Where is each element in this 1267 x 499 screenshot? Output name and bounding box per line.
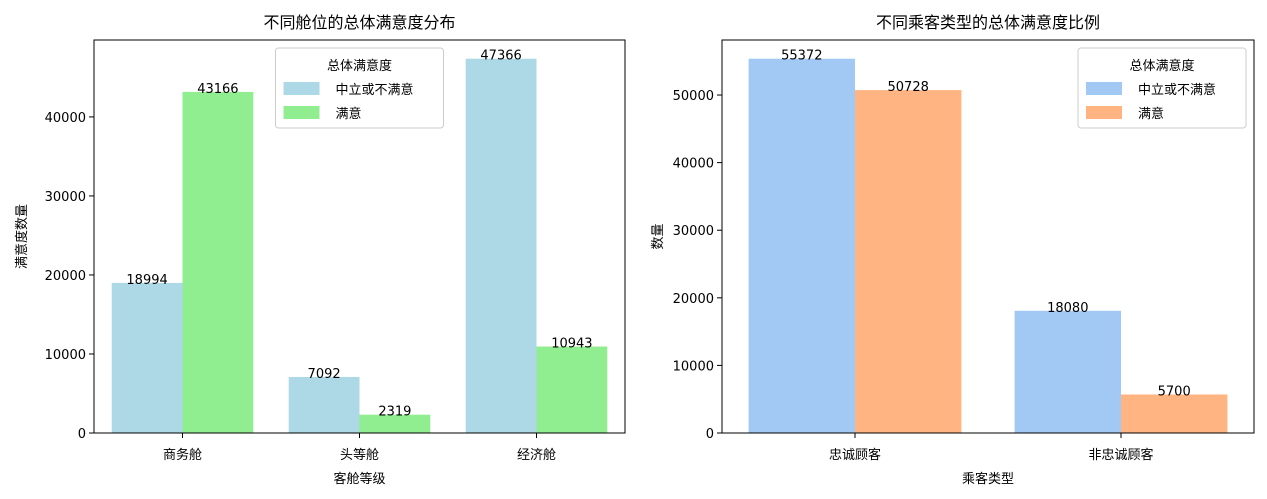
data-label: 43166 xyxy=(197,82,238,97)
y-tick-label: 0 xyxy=(78,427,86,442)
legend-label: 中立或不满意 xyxy=(336,82,414,98)
data-label: 18080 xyxy=(1047,301,1088,316)
x-axis-label: 乘客类型 xyxy=(962,471,1014,487)
bar xyxy=(1014,310,1121,433)
data-label: 50728 xyxy=(888,80,929,95)
y-axis-label: 数量 xyxy=(651,223,666,249)
bar xyxy=(182,91,254,434)
y-tick-label: 10000 xyxy=(45,348,86,363)
y-tick-label: 30000 xyxy=(673,224,714,239)
chart-title: 不同舱位的总体满意度分布 xyxy=(263,13,455,32)
y-tick-label: 20000 xyxy=(673,292,714,307)
bar xyxy=(748,58,855,434)
data-label: 18994 xyxy=(126,273,167,288)
y-tick-label: 40000 xyxy=(45,111,86,126)
bar xyxy=(359,414,431,433)
x-tick-label: 非忠诚顾客 xyxy=(1088,447,1153,463)
y-tick-label: 30000 xyxy=(45,190,86,205)
chart-title: 不同乘客类型的总体满意度比例 xyxy=(876,13,1100,32)
bar xyxy=(465,58,537,433)
y-tick-label: 40000 xyxy=(673,157,714,172)
legend-label: 中立或不满意 xyxy=(1138,82,1216,98)
legend-label: 满意 xyxy=(1138,106,1164,122)
y-tick-label: 10000 xyxy=(673,359,714,374)
axes-frame xyxy=(93,39,626,434)
data-label: 7092 xyxy=(308,367,341,382)
data-label: 5700 xyxy=(1158,384,1191,399)
axes-frame xyxy=(721,39,1255,434)
x-tick-label: 经济舱 xyxy=(517,448,556,463)
y-tick-label: 50000 xyxy=(673,89,714,104)
legend-swatch xyxy=(1086,82,1122,95)
legend-title: 总体满意度 xyxy=(327,58,392,74)
bar xyxy=(111,282,183,433)
y-tick-label: 0 xyxy=(706,427,714,442)
bar xyxy=(288,376,360,433)
legend-swatch xyxy=(283,106,320,119)
x-axis-label: 客舱等级 xyxy=(333,471,385,487)
bar xyxy=(855,90,962,433)
x-tick-label: 忠诚顾客 xyxy=(829,447,881,463)
data-label: 55372 xyxy=(781,49,822,64)
legend-swatch xyxy=(283,82,320,95)
y-tick-label: 20000 xyxy=(45,269,86,284)
legend-swatch xyxy=(1086,106,1122,119)
y-axis-label: 满意度数量 xyxy=(14,204,30,269)
x-tick-label: 商务舱 xyxy=(163,447,202,463)
x-tick-label: 头等舱 xyxy=(340,447,379,463)
bar xyxy=(536,346,608,433)
data-label: 2319 xyxy=(378,405,411,420)
data-label: 10943 xyxy=(551,337,592,352)
data-label: 47366 xyxy=(480,49,521,64)
legend-title: 总体满意度 xyxy=(1129,58,1194,74)
bar xyxy=(1121,394,1228,433)
legend-label: 满意 xyxy=(336,106,362,122)
